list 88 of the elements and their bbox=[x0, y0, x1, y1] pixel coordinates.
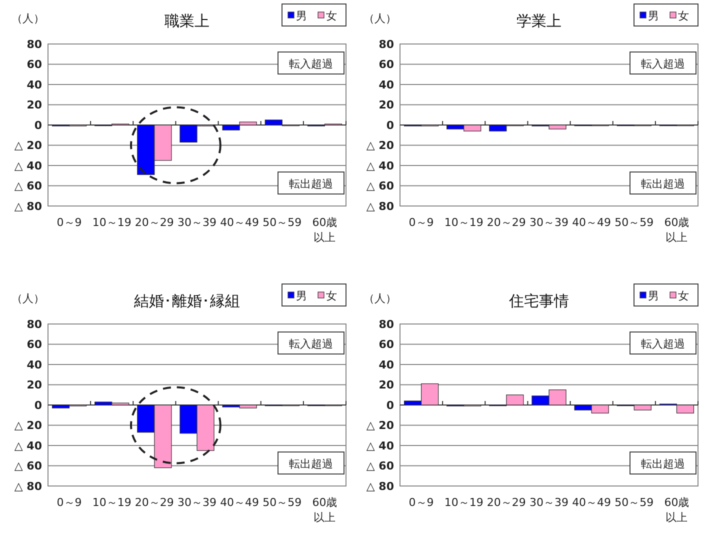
annotation: 転出超過 bbox=[289, 458, 333, 470]
y-tick-label: 20 bbox=[26, 378, 42, 392]
y-axis-title: （人） bbox=[364, 292, 396, 305]
y-tick-label: 0 bbox=[386, 118, 394, 132]
y-tick-label: 60 bbox=[26, 58, 42, 72]
y-axis-title: （人） bbox=[364, 12, 396, 25]
x-tick-label: 0～9 bbox=[56, 216, 82, 229]
legend-label: 女 bbox=[678, 10, 689, 22]
x-tick-label: 40～49 bbox=[572, 216, 612, 229]
x-tick-label: 40～49 bbox=[220, 216, 260, 229]
x-tick-label: 30～39 bbox=[178, 496, 216, 509]
y-tick-label: △ 20 bbox=[366, 419, 394, 432]
y-tick-label: △ 40 bbox=[14, 159, 42, 172]
y-tick-label: 80 bbox=[26, 318, 42, 331]
x-tick-label: 0～9 bbox=[408, 216, 434, 229]
y-tick-label: 80 bbox=[26, 38, 42, 51]
x-tick-label: 60歳以上 bbox=[664, 216, 690, 244]
chart-title: 職業上 bbox=[164, 12, 210, 30]
y-tick-label: 60 bbox=[378, 338, 394, 352]
legend-label: 女 bbox=[326, 290, 337, 302]
chart-title: 住宅事情 bbox=[508, 292, 569, 310]
y-tick-label: △ 60 bbox=[366, 460, 394, 473]
x-tick-label: 60歳以上 bbox=[664, 496, 690, 524]
x-tick-label: 10～19 bbox=[444, 216, 484, 229]
legend-label: 女 bbox=[326, 10, 337, 22]
y-tick-label: 20 bbox=[26, 98, 42, 112]
x-tick-label: 10～19 bbox=[92, 496, 132, 509]
x-tick-label: 30～39 bbox=[530, 216, 568, 229]
chart-title: 学業上 bbox=[516, 12, 562, 30]
x-tick-label: 40～49 bbox=[220, 496, 260, 509]
y-tick-label: △ 20 bbox=[366, 139, 394, 152]
y-tick-label: 40 bbox=[378, 358, 394, 372]
y-axis-title: （人） bbox=[12, 292, 44, 305]
annotation: 転出超過 bbox=[641, 178, 685, 190]
annotation: 転入超過 bbox=[641, 338, 685, 350]
x-tick-label: 10～19 bbox=[444, 496, 484, 509]
x-tick-label: 0～9 bbox=[56, 496, 82, 509]
x-tick-label: 20～29 bbox=[134, 216, 174, 229]
x-tick-label: 60歳以上 bbox=[312, 216, 338, 244]
y-tick-label: △ 60 bbox=[366, 180, 394, 193]
x-tick-label: 30～39 bbox=[530, 496, 568, 509]
x-tick-label: 0～9 bbox=[408, 496, 434, 509]
y-tick-label: △ 80 bbox=[14, 200, 42, 213]
y-tick-label: 80 bbox=[378, 318, 394, 331]
legend-label: 男 bbox=[296, 10, 307, 22]
x-tick-label: 30～39 bbox=[178, 216, 216, 229]
y-tick-label: △ 40 bbox=[366, 159, 394, 172]
x-tick-label: 50～59 bbox=[614, 216, 654, 229]
y-tick-label: △ 60 bbox=[14, 180, 42, 193]
y-tick-label: 60 bbox=[378, 58, 394, 72]
x-tick-label: 50～59 bbox=[614, 496, 654, 509]
x-tick-label: 20～29 bbox=[134, 496, 174, 509]
annotation: 転入超過 bbox=[289, 58, 333, 70]
y-tick-label: 60 bbox=[26, 338, 42, 352]
legend-label: 男 bbox=[648, 290, 659, 302]
y-tick-label: △ 20 bbox=[14, 139, 42, 152]
y-tick-label: 0 bbox=[386, 398, 394, 412]
y-tick-label: △ 60 bbox=[14, 460, 42, 473]
y-tick-label: △ 20 bbox=[14, 419, 42, 432]
x-tick-label: 20～29 bbox=[486, 216, 526, 229]
annotation: 転入超過 bbox=[289, 338, 333, 350]
legend-label: 男 bbox=[648, 10, 659, 22]
x-tick-label: 50～59 bbox=[262, 496, 302, 509]
y-tick-label: 40 bbox=[378, 78, 394, 92]
legend-label: 男 bbox=[296, 290, 307, 302]
y-tick-label: 0 bbox=[34, 118, 42, 132]
annotation: 転出超過 bbox=[641, 458, 685, 470]
y-tick-label: △ 80 bbox=[14, 480, 42, 493]
y-tick-label: 80 bbox=[378, 38, 394, 51]
annotation: 転出超過 bbox=[289, 178, 333, 190]
x-tick-label: 40～49 bbox=[572, 496, 612, 509]
legend-label: 女 bbox=[678, 290, 689, 302]
y-tick-label: △ 80 bbox=[366, 200, 394, 213]
y-tick-label: △ 40 bbox=[366, 439, 394, 452]
x-tick-label: 10～19 bbox=[92, 216, 132, 229]
x-tick-label: 20～29 bbox=[486, 496, 526, 509]
y-tick-label: △ 40 bbox=[14, 439, 42, 452]
y-tick-label: 0 bbox=[34, 398, 42, 412]
x-tick-label: 50～59 bbox=[262, 216, 302, 229]
y-tick-label: 40 bbox=[26, 358, 42, 372]
x-tick-label: 60歳以上 bbox=[312, 496, 338, 524]
y-axis-title: （人） bbox=[12, 12, 44, 25]
y-tick-label: 40 bbox=[26, 78, 42, 92]
y-tick-label: 20 bbox=[378, 378, 394, 392]
y-tick-label: 20 bbox=[378, 98, 394, 112]
chart-title: 結婚･離婚･縁組 bbox=[133, 292, 240, 310]
annotation: 転入超過 bbox=[641, 58, 685, 70]
y-tick-label: △ 80 bbox=[366, 480, 394, 493]
